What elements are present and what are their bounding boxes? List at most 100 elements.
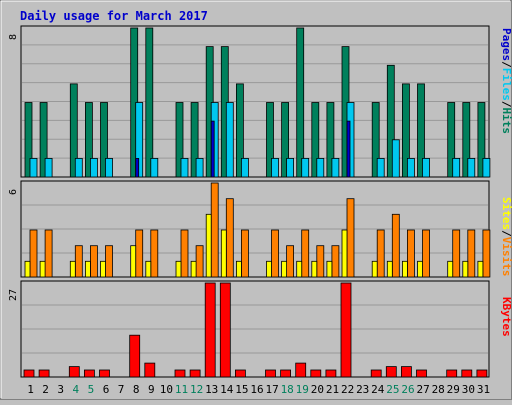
series-label-part: / (500, 61, 512, 68)
series-label-part: / (500, 101, 512, 108)
bar-kbytes-day-1 (23, 369, 35, 378)
bar-files-day-18 (286, 157, 295, 178)
bar-kbytes-day-13 (204, 282, 216, 378)
bar-pages-day-8 (135, 157, 140, 178)
day-label: 11 (175, 383, 188, 396)
bar-hits-day-30 (462, 102, 471, 178)
bar-sites-day-29 (447, 260, 454, 278)
bar-sites-day-20 (311, 260, 318, 278)
bar-kbytes-day-9 (144, 362, 156, 378)
bar-hits-day-17 (266, 102, 274, 178)
bar-visits-day-6 (105, 245, 113, 278)
panel-hits-ymax-label: 8 (8, 34, 19, 40)
bar-kbytes-day-2 (38, 369, 50, 378)
bar-kbytes-day-29 (446, 369, 458, 378)
bar-files-day-19 (301, 157, 310, 178)
bar-sites-day-27 (417, 260, 423, 278)
day-label: 17 (265, 383, 278, 396)
bar-sites-day-18 (281, 260, 288, 278)
bar-hits-day-19 (296, 27, 305, 178)
bar-sites-day-8 (130, 245, 137, 278)
bar-sites-day-6 (100, 260, 106, 278)
bar-files-day-21 (331, 157, 340, 178)
day-label: 27 (416, 383, 429, 396)
bar-sites-day-19 (296, 260, 303, 278)
day-label: 7 (118, 383, 125, 396)
day-label: 30 (462, 383, 475, 396)
bar-files-day-30 (467, 157, 476, 178)
day-label: 28 (432, 383, 445, 396)
bar-visits-day-5 (90, 245, 98, 278)
bar-visits-day-19 (301, 229, 310, 278)
panel-visits-ymax-label: 6 (8, 189, 19, 195)
bar-hits-day-5 (85, 102, 93, 178)
bar-files-day-27 (422, 157, 430, 178)
bar-visits-day-17 (271, 229, 279, 278)
bar-visits-day-11 (180, 229, 189, 278)
bar-files-day-14 (225, 102, 234, 178)
bar-kbytes-day-26 (400, 366, 412, 378)
bar-visits-day-29 (452, 229, 461, 278)
day-label: 4 (72, 383, 79, 396)
bar-files-day-1 (29, 157, 38, 178)
bar-hits-day-31 (477, 102, 486, 178)
bar-hits-day-6 (100, 102, 108, 178)
bar-visits-day-4 (74, 245, 83, 278)
bar-kbytes-day-21 (325, 369, 337, 378)
panel-visits: 6 Sites/Visits (8, 180, 512, 278)
bar-hits-day-25 (386, 64, 395, 178)
bar-files-day-2 (44, 157, 53, 178)
bar-visits-day-2 (44, 229, 53, 278)
panel-kbytes-series-label: KBytes (500, 297, 512, 337)
bar-kbytes-day-12 (189, 369, 201, 378)
series-label-part: Hits (500, 108, 512, 135)
bar-files-day-12 (195, 157, 204, 178)
bar-hits-day-21 (326, 102, 335, 178)
bar-kbytes-day-14 (219, 282, 231, 378)
bar-files-day-24 (376, 157, 385, 178)
bar-sites-day-25 (386, 260, 393, 278)
bar-hits-day-26 (401, 83, 410, 178)
bar-visits-day-30 (467, 229, 476, 278)
bar-files-day-17 (271, 157, 279, 178)
bar-visits-day-13 (210, 182, 219, 278)
bar-kbytes-day-19 (295, 362, 307, 378)
day-label: 21 (326, 383, 339, 396)
day-label: 15 (235, 383, 248, 396)
series-label-part: Pages (500, 28, 512, 61)
bar-visits-day-25 (391, 213, 400, 278)
bar-hits-day-4 (69, 83, 78, 178)
bar-kbytes-day-22 (340, 282, 352, 378)
bar-files-day-25 (391, 139, 400, 178)
bar-kbytes-day-27 (416, 369, 427, 378)
bar-hits-day-27 (417, 83, 425, 178)
bar-visits-day-1 (29, 229, 38, 278)
day-label: 3 (57, 383, 64, 396)
bar-kbytes-day-4 (68, 366, 80, 378)
panel-kbytes-ymax-label: 27 (8, 289, 19, 301)
panel-visits-series-label: Sites/Visits (500, 197, 512, 277)
day-label: 5 (88, 383, 95, 396)
panel-kbytes: 27 KBytes (8, 280, 512, 378)
bar-files-day-26 (406, 157, 415, 178)
bar-sites-day-12 (190, 260, 197, 278)
series-label-part: KBytes (500, 297, 512, 337)
bar-hits-day-18 (281, 102, 290, 178)
bar-kbytes-day-24 (370, 369, 382, 378)
bar-sites-day-15 (235, 260, 242, 278)
bar-files-day-31 (482, 157, 491, 178)
bar-sites-day-4 (69, 260, 76, 278)
series-label-part: Files (500, 68, 512, 101)
bar-files-day-6 (105, 157, 113, 178)
bar-files-day-5 (90, 157, 98, 178)
bar-kbytes-day-11 (174, 369, 186, 378)
series-label-part: / (500, 230, 512, 237)
bar-sites-day-30 (462, 260, 469, 278)
bar-visits-day-20 (316, 245, 325, 278)
day-label: 24 (371, 383, 385, 396)
day-label: 10 (160, 383, 173, 396)
bar-kbytes-day-17 (265, 369, 276, 378)
bar-hits-day-20 (311, 102, 320, 178)
